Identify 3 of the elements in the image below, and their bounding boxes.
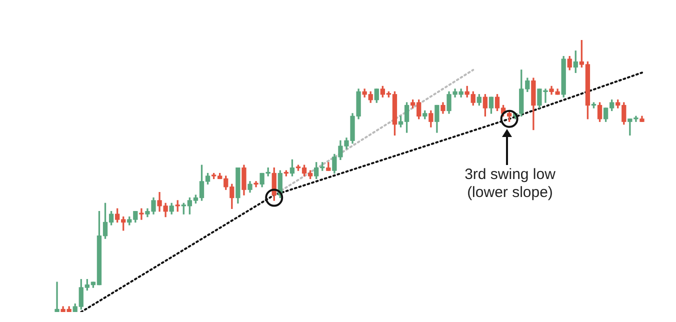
annotation: 3rd swing low (lower slope) xyxy=(464,166,556,202)
candlestick xyxy=(139,208,144,220)
candlestick xyxy=(54,282,60,312)
